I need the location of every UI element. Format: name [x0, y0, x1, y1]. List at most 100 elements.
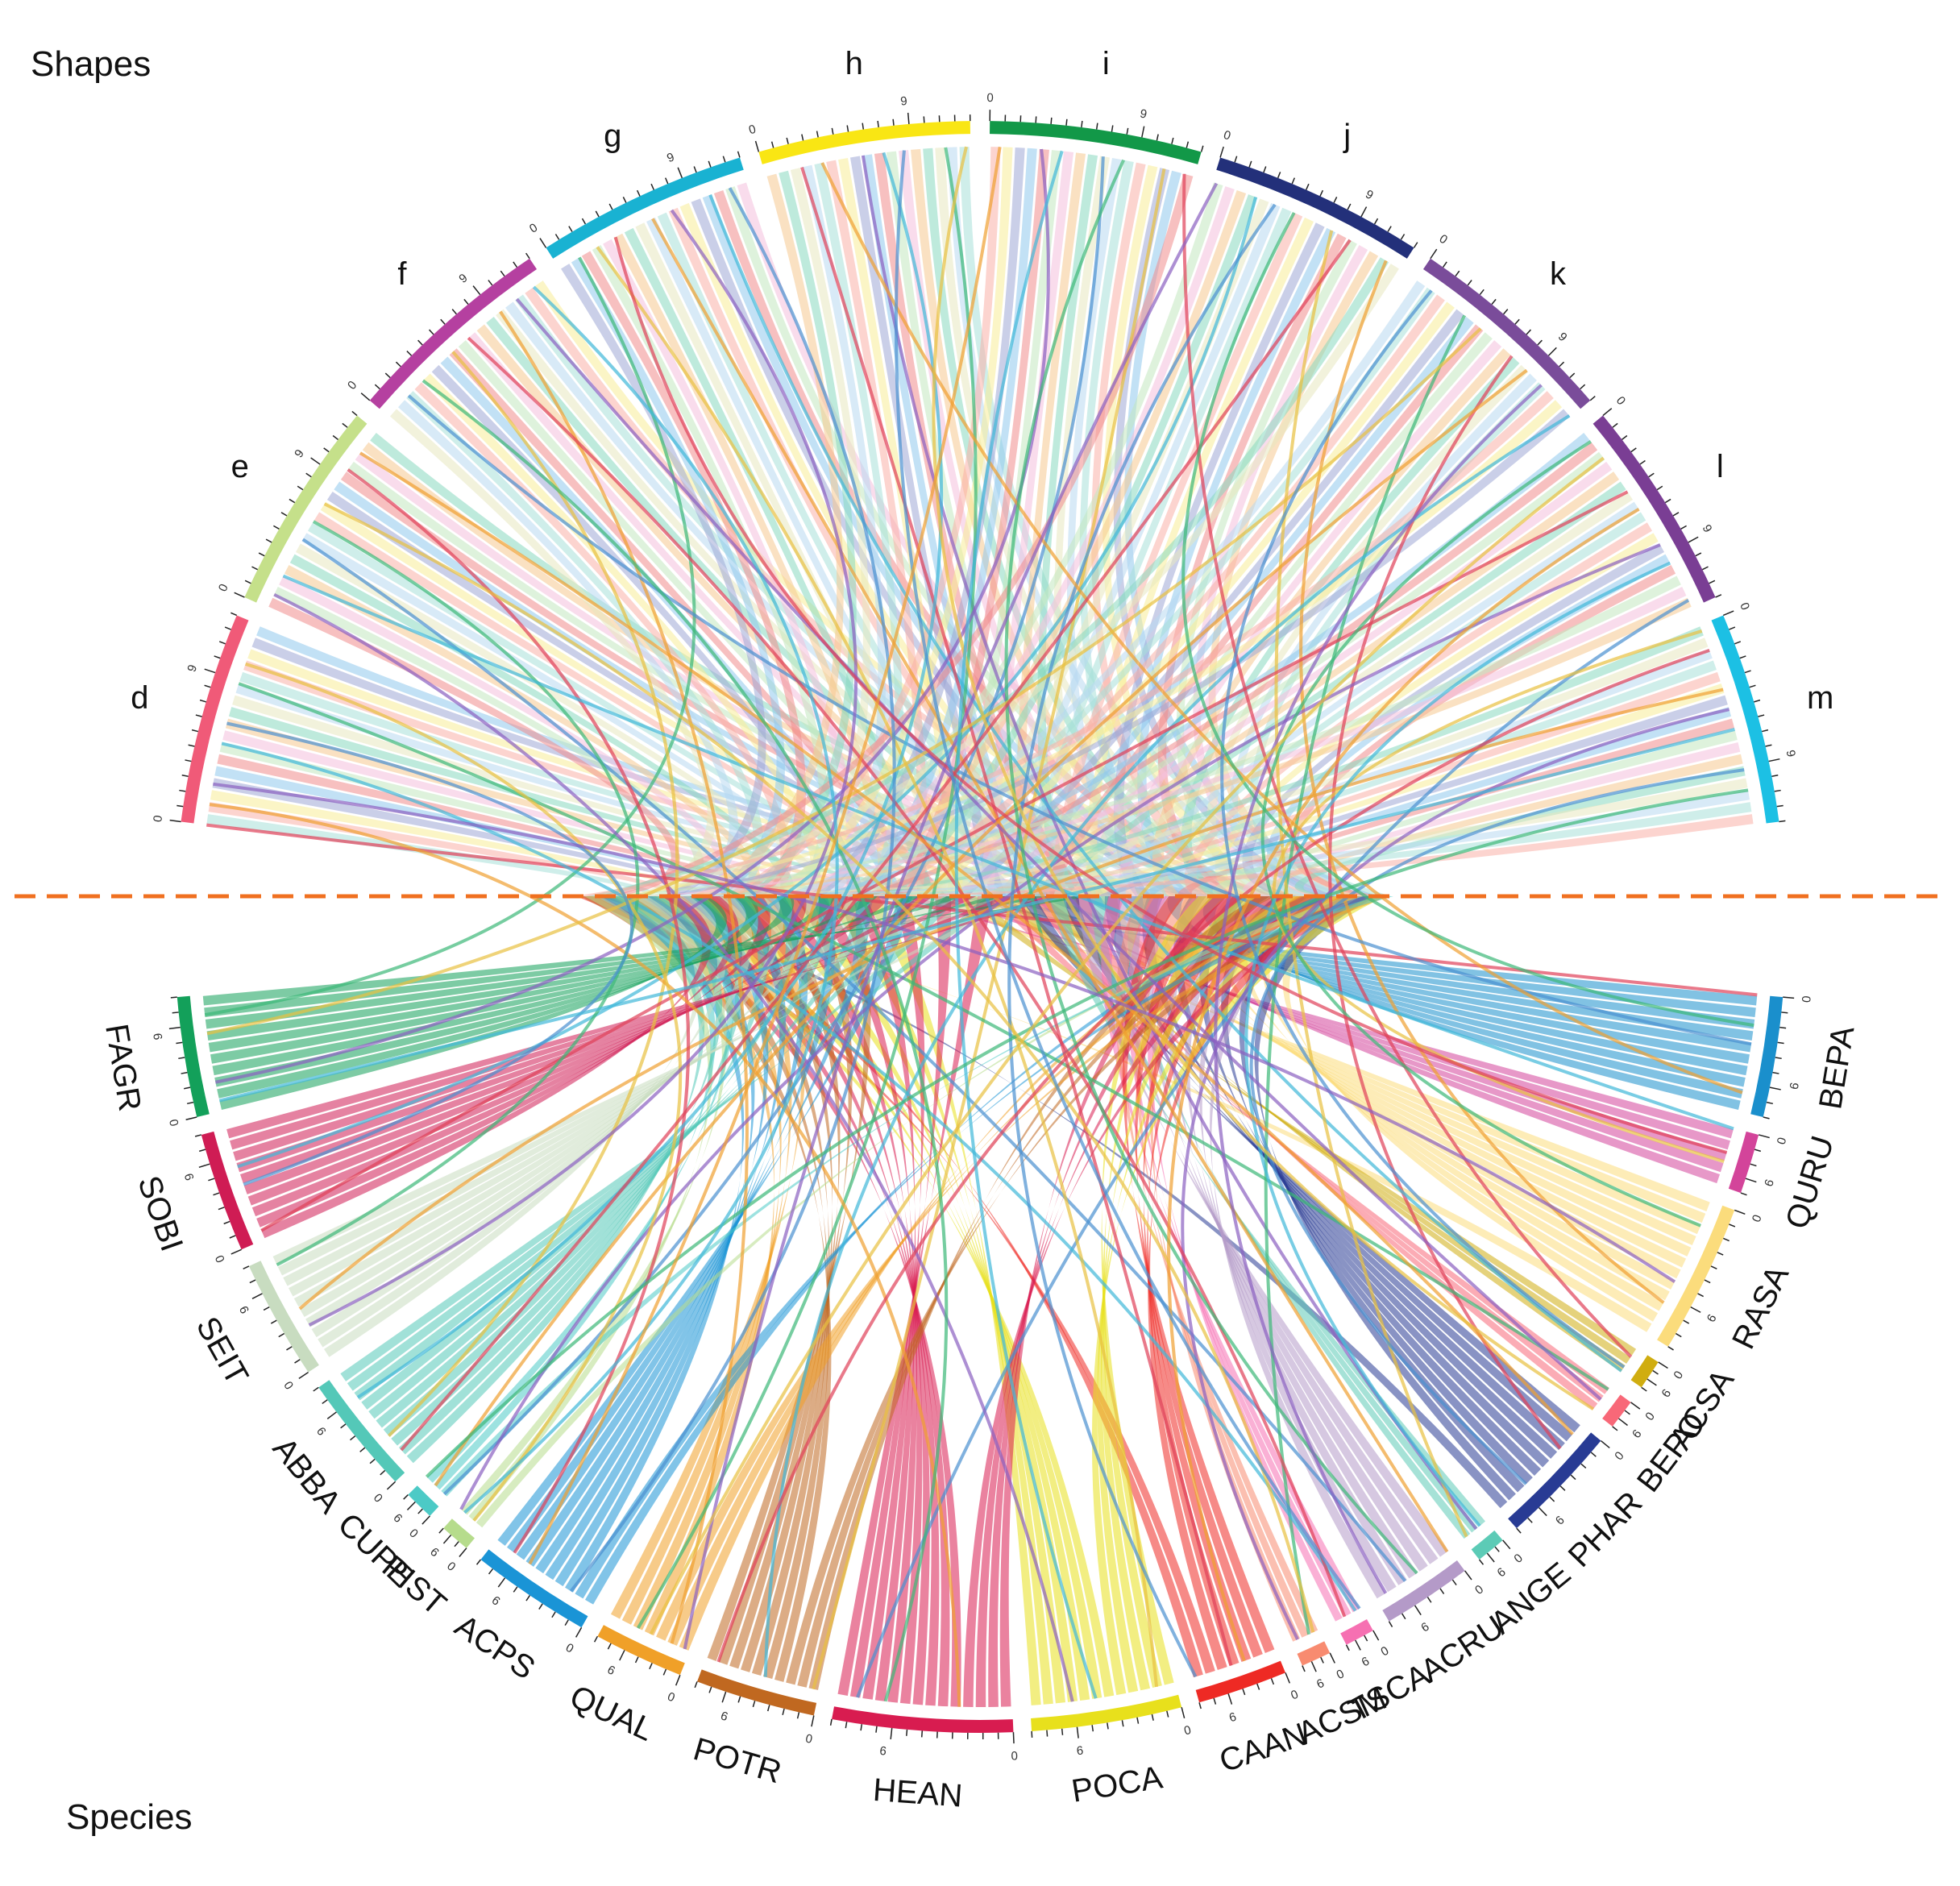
- shape-g-tick-label-mid: 9: [665, 150, 676, 165]
- shape-g-tick: [622, 197, 627, 203]
- species-tsca-tick-label-mid: 9: [1359, 1653, 1371, 1668]
- species-quru-tick: [1750, 1163, 1757, 1167]
- species-abba-tick: [322, 1399, 328, 1405]
- species-potr-tick: [694, 1681, 698, 1689]
- species-hean-tick: [1012, 1732, 1015, 1744]
- species-caan-tick: [1270, 1678, 1275, 1685]
- species-phar-tick: [1580, 1463, 1587, 1469]
- shape-k-tick: [1547, 347, 1557, 356]
- shape-e-tick: [273, 525, 280, 530]
- species-caan-tick: [1285, 1672, 1290, 1684]
- shape-i-tick: [1065, 118, 1068, 126]
- shape-g-tick: [595, 210, 600, 218]
- species-abba-ribbon: [347, 896, 959, 1391]
- species-poca-ribbon: [1097, 896, 1343, 1693]
- shape-d-tick: [204, 684, 211, 688]
- species-acsm-tick-label-mid: 9: [1314, 1676, 1327, 1691]
- shape-j-tick: [1234, 156, 1238, 163]
- shape-i-tick: [1156, 134, 1159, 141]
- shape-e-tick: [234, 592, 245, 598]
- shape-l-label: l: [1717, 449, 1724, 484]
- species-rasa-tick: [1667, 1346, 1674, 1351]
- species-sobi-tick: [194, 1134, 202, 1137]
- shape-e-tick: [323, 447, 330, 453]
- shape-f-tick: [463, 298, 469, 305]
- shape-e-tick: [332, 434, 338, 440]
- species-acsm-tick: [1320, 1656, 1324, 1664]
- species-quru-label: QURU: [1779, 1132, 1842, 1233]
- species-abba-label: ABBA: [266, 1431, 348, 1520]
- shape-m-ribbon: [1294, 766, 1746, 897]
- species-phar-tick: [1516, 1527, 1522, 1534]
- cross-link: [1249, 768, 1745, 1485]
- shape-e-tick: [351, 410, 358, 417]
- cross-link: [1182, 173, 1633, 1358]
- species-hean-ribbon: [862, 896, 925, 1700]
- species-rasa-tick: [1704, 1279, 1711, 1284]
- species-abba-ribbon: [340, 896, 1002, 1381]
- shape-d-arc: [181, 615, 249, 824]
- shape-l-tick: [1702, 566, 1709, 571]
- cross-link: [1260, 440, 1701, 1228]
- cross-link: [323, 502, 1315, 1633]
- shape-h-tick: [770, 141, 774, 148]
- shape-g-tick: [693, 166, 697, 173]
- species-rasa-tick: [1734, 1209, 1746, 1215]
- species-acps-tick: [564, 1619, 569, 1626]
- species-hean-tick-label-mid: 9: [879, 1743, 887, 1758]
- species-potr-tick: [796, 1712, 800, 1719]
- species-fagr-ribbon: [206, 896, 963, 1041]
- species-acru-tick: [1451, 1579, 1457, 1585]
- shape-l-tick: [1622, 434, 1628, 440]
- shape-g-tick: [581, 218, 587, 225]
- species-cupe-tick: [403, 1494, 409, 1500]
- species-fagr-tick: [176, 1041, 183, 1045]
- shape-k-tick: [1569, 372, 1576, 379]
- shape-d-ribbon: [206, 814, 654, 898]
- species-seit-tick: [243, 1265, 250, 1270]
- species-acsa-tick-label-start: 0: [1670, 1368, 1685, 1381]
- cross-link: [954, 150, 1098, 1699]
- shape-d-tick: [199, 699, 206, 703]
- species-fagr-ribbon: [214, 896, 795, 1087]
- species-seit-tick: [286, 1346, 293, 1351]
- species-sobi-ribbon: [243, 896, 848, 1194]
- species-acru-tick: [1464, 1570, 1472, 1581]
- species-cupe-tick: [421, 1515, 430, 1525]
- shape-f-tick-label-start: 0: [345, 378, 359, 392]
- shape-m-ribbon: [1139, 707, 1732, 896]
- species-rasa-tick-label-start: 0: [1749, 1213, 1764, 1224]
- species-rasa-tick: [1723, 1237, 1730, 1242]
- species-caan-tick-label-start: 0: [1289, 1686, 1300, 1701]
- species-potr-tick: [737, 1696, 741, 1703]
- species-potr-arc: [697, 1669, 817, 1716]
- shape-d-tick: [230, 612, 238, 617]
- shape-j-tick-label-mid: 9: [1363, 187, 1375, 202]
- species-caan-tick: [1242, 1689, 1246, 1696]
- shape-h-arc: [758, 121, 970, 164]
- cross-link: [1214, 384, 1543, 1594]
- species-bepa-ribbon: [1167, 896, 1746, 1087]
- shape-f-tick: [374, 384, 380, 390]
- shape-e-tick: [265, 538, 272, 543]
- species-rasa-tick: [1729, 1223, 1736, 1228]
- species-pist-tick: [459, 1547, 467, 1557]
- species-potr-tick: [708, 1686, 712, 1693]
- species-rasa-tick: [1710, 1265, 1717, 1270]
- shape-d-tick: [181, 774, 189, 777]
- species-bepo-arc: [1602, 1394, 1631, 1427]
- species-hean-tick: [829, 1718, 833, 1726]
- shape-e-tick: [244, 580, 251, 584]
- cross-link: [613, 236, 1728, 1154]
- shape-j-tick: [1413, 242, 1418, 248]
- shapes-heading: Shapes: [31, 44, 152, 84]
- shape-d-tick: [188, 744, 195, 747]
- shape-k-tick: [1589, 396, 1596, 401]
- cross-link: [1181, 211, 1754, 1028]
- species-acsa-ribbon: [1003, 896, 1631, 1365]
- cross-link: [206, 823, 1758, 997]
- species-phar-tick: [1570, 1474, 1576, 1481]
- shape-k-tick-label-mid: 9: [1555, 330, 1570, 344]
- species-abba-tick: [313, 1386, 319, 1392]
- species-seit-ribbon: [283, 896, 946, 1286]
